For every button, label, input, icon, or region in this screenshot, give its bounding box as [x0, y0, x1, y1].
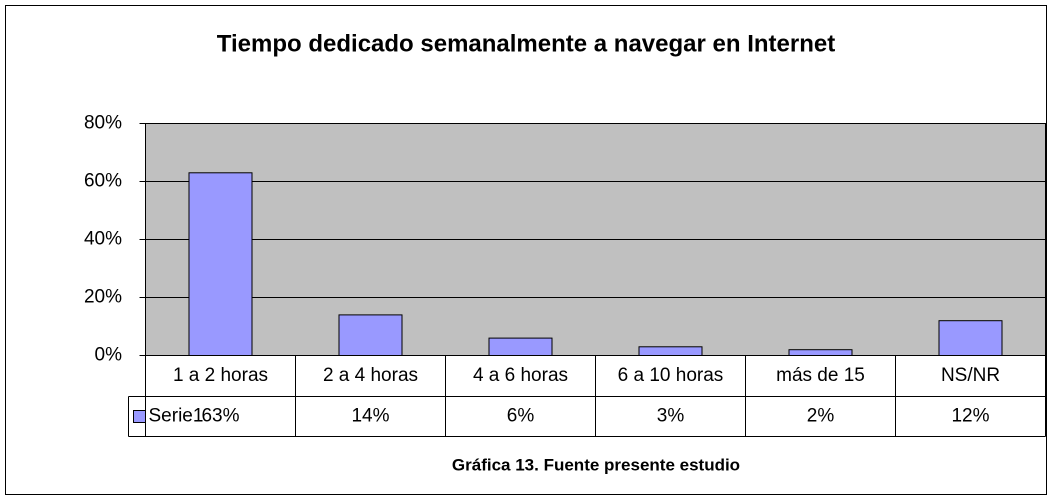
caption: Gráfica 13. Fuente presente estudio — [452, 455, 740, 474]
x-tick-label: 4 a 6 horas — [473, 365, 568, 386]
bar — [638, 346, 703, 356]
table-value: 14% — [351, 406, 389, 427]
bar — [488, 337, 553, 357]
x-tick-label: más de 15 — [776, 365, 865, 386]
y-tick-label: 60% — [84, 171, 122, 192]
bar — [188, 172, 253, 356]
y-tick-label: 40% — [84, 229, 122, 250]
table-value: 2% — [807, 406, 835, 427]
x-tick-label: 2 a 4 horas — [323, 365, 418, 386]
legend-label: Serie1 — [149, 406, 204, 427]
y-tick-label: 0% — [95, 345, 123, 366]
table-value: 6% — [507, 406, 535, 427]
table-value: 3% — [657, 406, 685, 427]
x-tick-label: 6 a 10 horas — [618, 365, 724, 386]
bar — [938, 320, 1003, 357]
table-value: 12% — [951, 406, 989, 427]
y-tick-label: 80% — [84, 113, 122, 134]
x-tick-label: 1 a 2 horas — [173, 365, 268, 386]
bar — [338, 314, 403, 356]
chart-title: Tiempo dedicado semanalmente a navegar e… — [217, 30, 835, 57]
table-value: 63% — [201, 406, 239, 427]
y-tick-label: 20% — [84, 287, 122, 308]
bar — [788, 349, 853, 357]
x-tick-label: NS/NR — [941, 365, 1000, 386]
legend-key — [133, 410, 146, 423]
